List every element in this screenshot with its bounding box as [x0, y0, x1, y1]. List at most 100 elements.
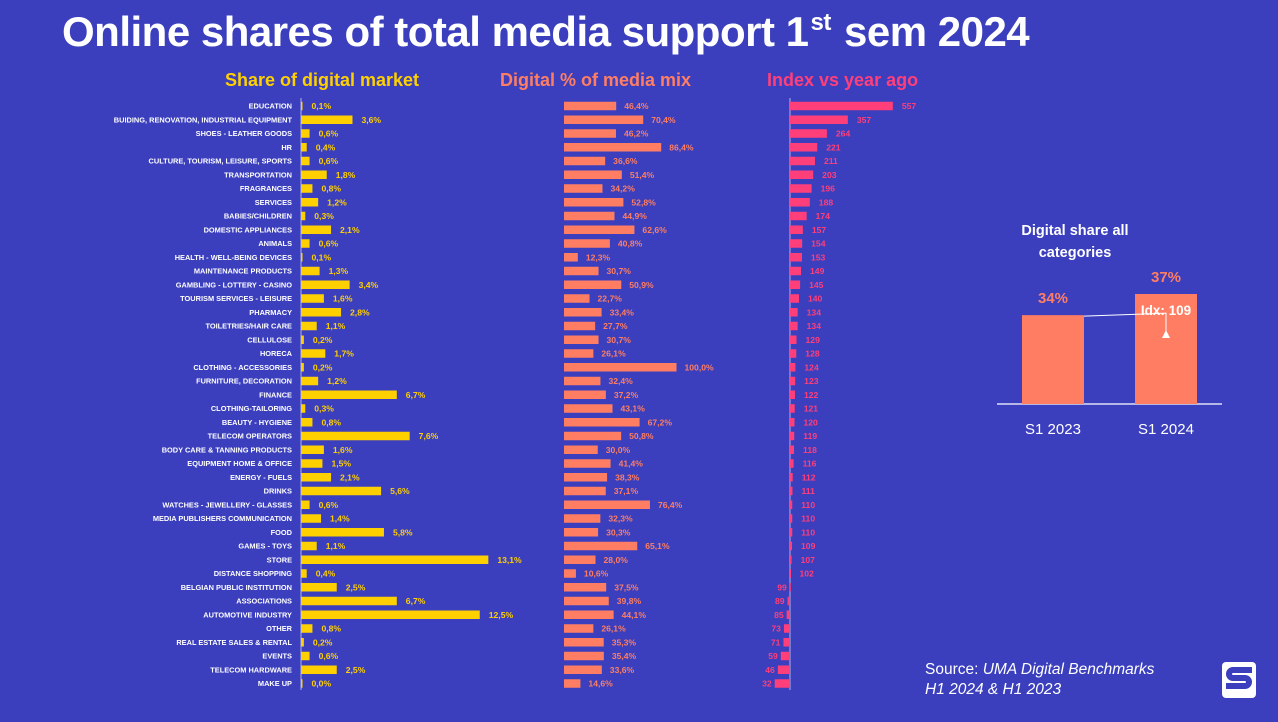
category-label: HR	[281, 143, 292, 152]
share-bar	[301, 528, 384, 537]
mix-value-label: 50,9%	[629, 280, 654, 290]
index-bar	[790, 225, 803, 234]
mix-bar	[564, 486, 606, 496]
index-value-label: 196	[821, 184, 836, 194]
mix-bar	[564, 225, 635, 234]
index-value-label: 121	[804, 404, 819, 414]
index-bar	[790, 514, 793, 523]
mix-value-label: 26,1%	[601, 349, 626, 359]
category-label: DOMESTIC APPLIANCES	[204, 225, 292, 234]
summary-category-label: S1 2024	[1138, 421, 1194, 438]
index-value-label: 124	[804, 362, 819, 372]
index-bar	[787, 596, 790, 606]
share-bar	[301, 253, 303, 262]
category-label: ANIMALS	[258, 239, 292, 248]
index-bar	[790, 376, 796, 386]
share-value-label: 2,5%	[346, 582, 366, 592]
share-value-label: 6,7%	[406, 390, 426, 400]
index-bar	[790, 486, 793, 496]
category-label: TOURISM SERVICES - LEISURE	[180, 294, 292, 303]
index-value-label: 134	[807, 307, 822, 317]
index-value-label: 134	[807, 321, 822, 331]
index-bar	[786, 610, 790, 619]
mix-value-label: 65,1%	[645, 541, 670, 551]
category-label: FOOD	[271, 528, 293, 537]
share-value-label: 2,1%	[340, 225, 360, 235]
mix-bar	[564, 321, 596, 331]
mix-value-label: 12,3%	[586, 252, 611, 262]
mix-value-label: 26,1%	[601, 624, 626, 634]
index-value-label: 118	[803, 445, 817, 455]
share-value-label: 0,8%	[321, 417, 341, 427]
index-bar	[790, 555, 792, 564]
category-label: OTHER	[266, 624, 293, 633]
mix-value-label: 44,9%	[623, 211, 648, 221]
category-label: AUTOMOTIVE INDUSTRY	[203, 610, 292, 619]
mix-bar	[564, 610, 614, 619]
share-value-label: 2,5%	[346, 665, 366, 675]
share-value-label: 3,6%	[361, 115, 381, 125]
index-value-label: 102	[799, 569, 814, 579]
mix-bar	[564, 308, 602, 317]
index-bar	[790, 321, 798, 331]
share-value-label: 0,2%	[313, 335, 333, 345]
mix-value-label: 100,0%	[685, 362, 715, 372]
index-bar	[790, 115, 848, 124]
share-value-label: 1,1%	[326, 541, 346, 551]
mix-bar	[564, 266, 599, 276]
mix-value-label: 36,6%	[613, 156, 638, 166]
share-value-label: 0,4%	[316, 569, 336, 579]
mix-bar	[564, 596, 609, 606]
share-bar	[301, 115, 353, 124]
share-value-label: 0,6%	[319, 239, 339, 249]
share-value-label: 12,5%	[489, 610, 514, 620]
index-value-label: 153	[811, 252, 826, 262]
index-bar	[790, 156, 815, 166]
all-categories-chart-title: Digital share all categories	[1021, 223, 1129, 261]
share-value-label: 0,3%	[314, 211, 334, 221]
share-bar	[301, 211, 306, 221]
mix-value-label: 41,4%	[619, 459, 644, 469]
mix-bar	[564, 624, 594, 633]
index-bar	[790, 418, 795, 427]
share-bar	[301, 596, 397, 606]
mix-value-label: 32,3%	[608, 514, 633, 524]
index-bar	[774, 679, 790, 688]
mix-bar	[564, 569, 576, 578]
share-bar	[301, 473, 332, 482]
share-column-header: Share of digital market	[225, 70, 420, 90]
mix-value-label: 46,2%	[624, 129, 649, 139]
index-bar	[790, 459, 794, 468]
index-bar	[790, 239, 803, 248]
mix-value-label: 14,6%	[588, 679, 613, 689]
mix-value-label: 27,7%	[603, 321, 628, 331]
mix-value-label: 10,6%	[584, 569, 609, 579]
index-value-label: 264	[836, 129, 851, 139]
mix-value-label: 30,0%	[606, 445, 631, 455]
share-bar	[301, 239, 310, 248]
mix-bar	[564, 555, 596, 564]
share-bar	[301, 156, 310, 166]
category-label: EQUIPMENT HOME & OFFICE	[187, 459, 292, 468]
mix-value-label: 70,4%	[651, 115, 676, 125]
mix-value-label: 35,3%	[612, 637, 637, 647]
mix-value-label: 43,1%	[620, 404, 645, 414]
index-bar	[790, 184, 812, 193]
summary-value-label: 34%	[1038, 290, 1068, 307]
mix-bar	[564, 143, 662, 152]
share-value-label: 0,6%	[319, 500, 339, 510]
index-value-label: 32	[762, 679, 772, 689]
mix-value-label: 37,1%	[614, 486, 639, 496]
category-label: SERVICES	[255, 198, 292, 207]
mix-bar	[564, 376, 601, 386]
index-value-label: 221	[826, 142, 841, 152]
summary-category-label: S1 2023	[1025, 421, 1081, 438]
category-label: DRINKS	[264, 487, 292, 496]
mix-bar	[564, 665, 602, 674]
category-label: HORECA	[260, 349, 293, 358]
share-value-label: 2,8%	[350, 307, 370, 317]
mix-bar	[564, 115, 644, 124]
share-bar	[301, 583, 337, 592]
mix-bar	[564, 473, 608, 482]
share-value-label: 0,2%	[313, 362, 333, 372]
